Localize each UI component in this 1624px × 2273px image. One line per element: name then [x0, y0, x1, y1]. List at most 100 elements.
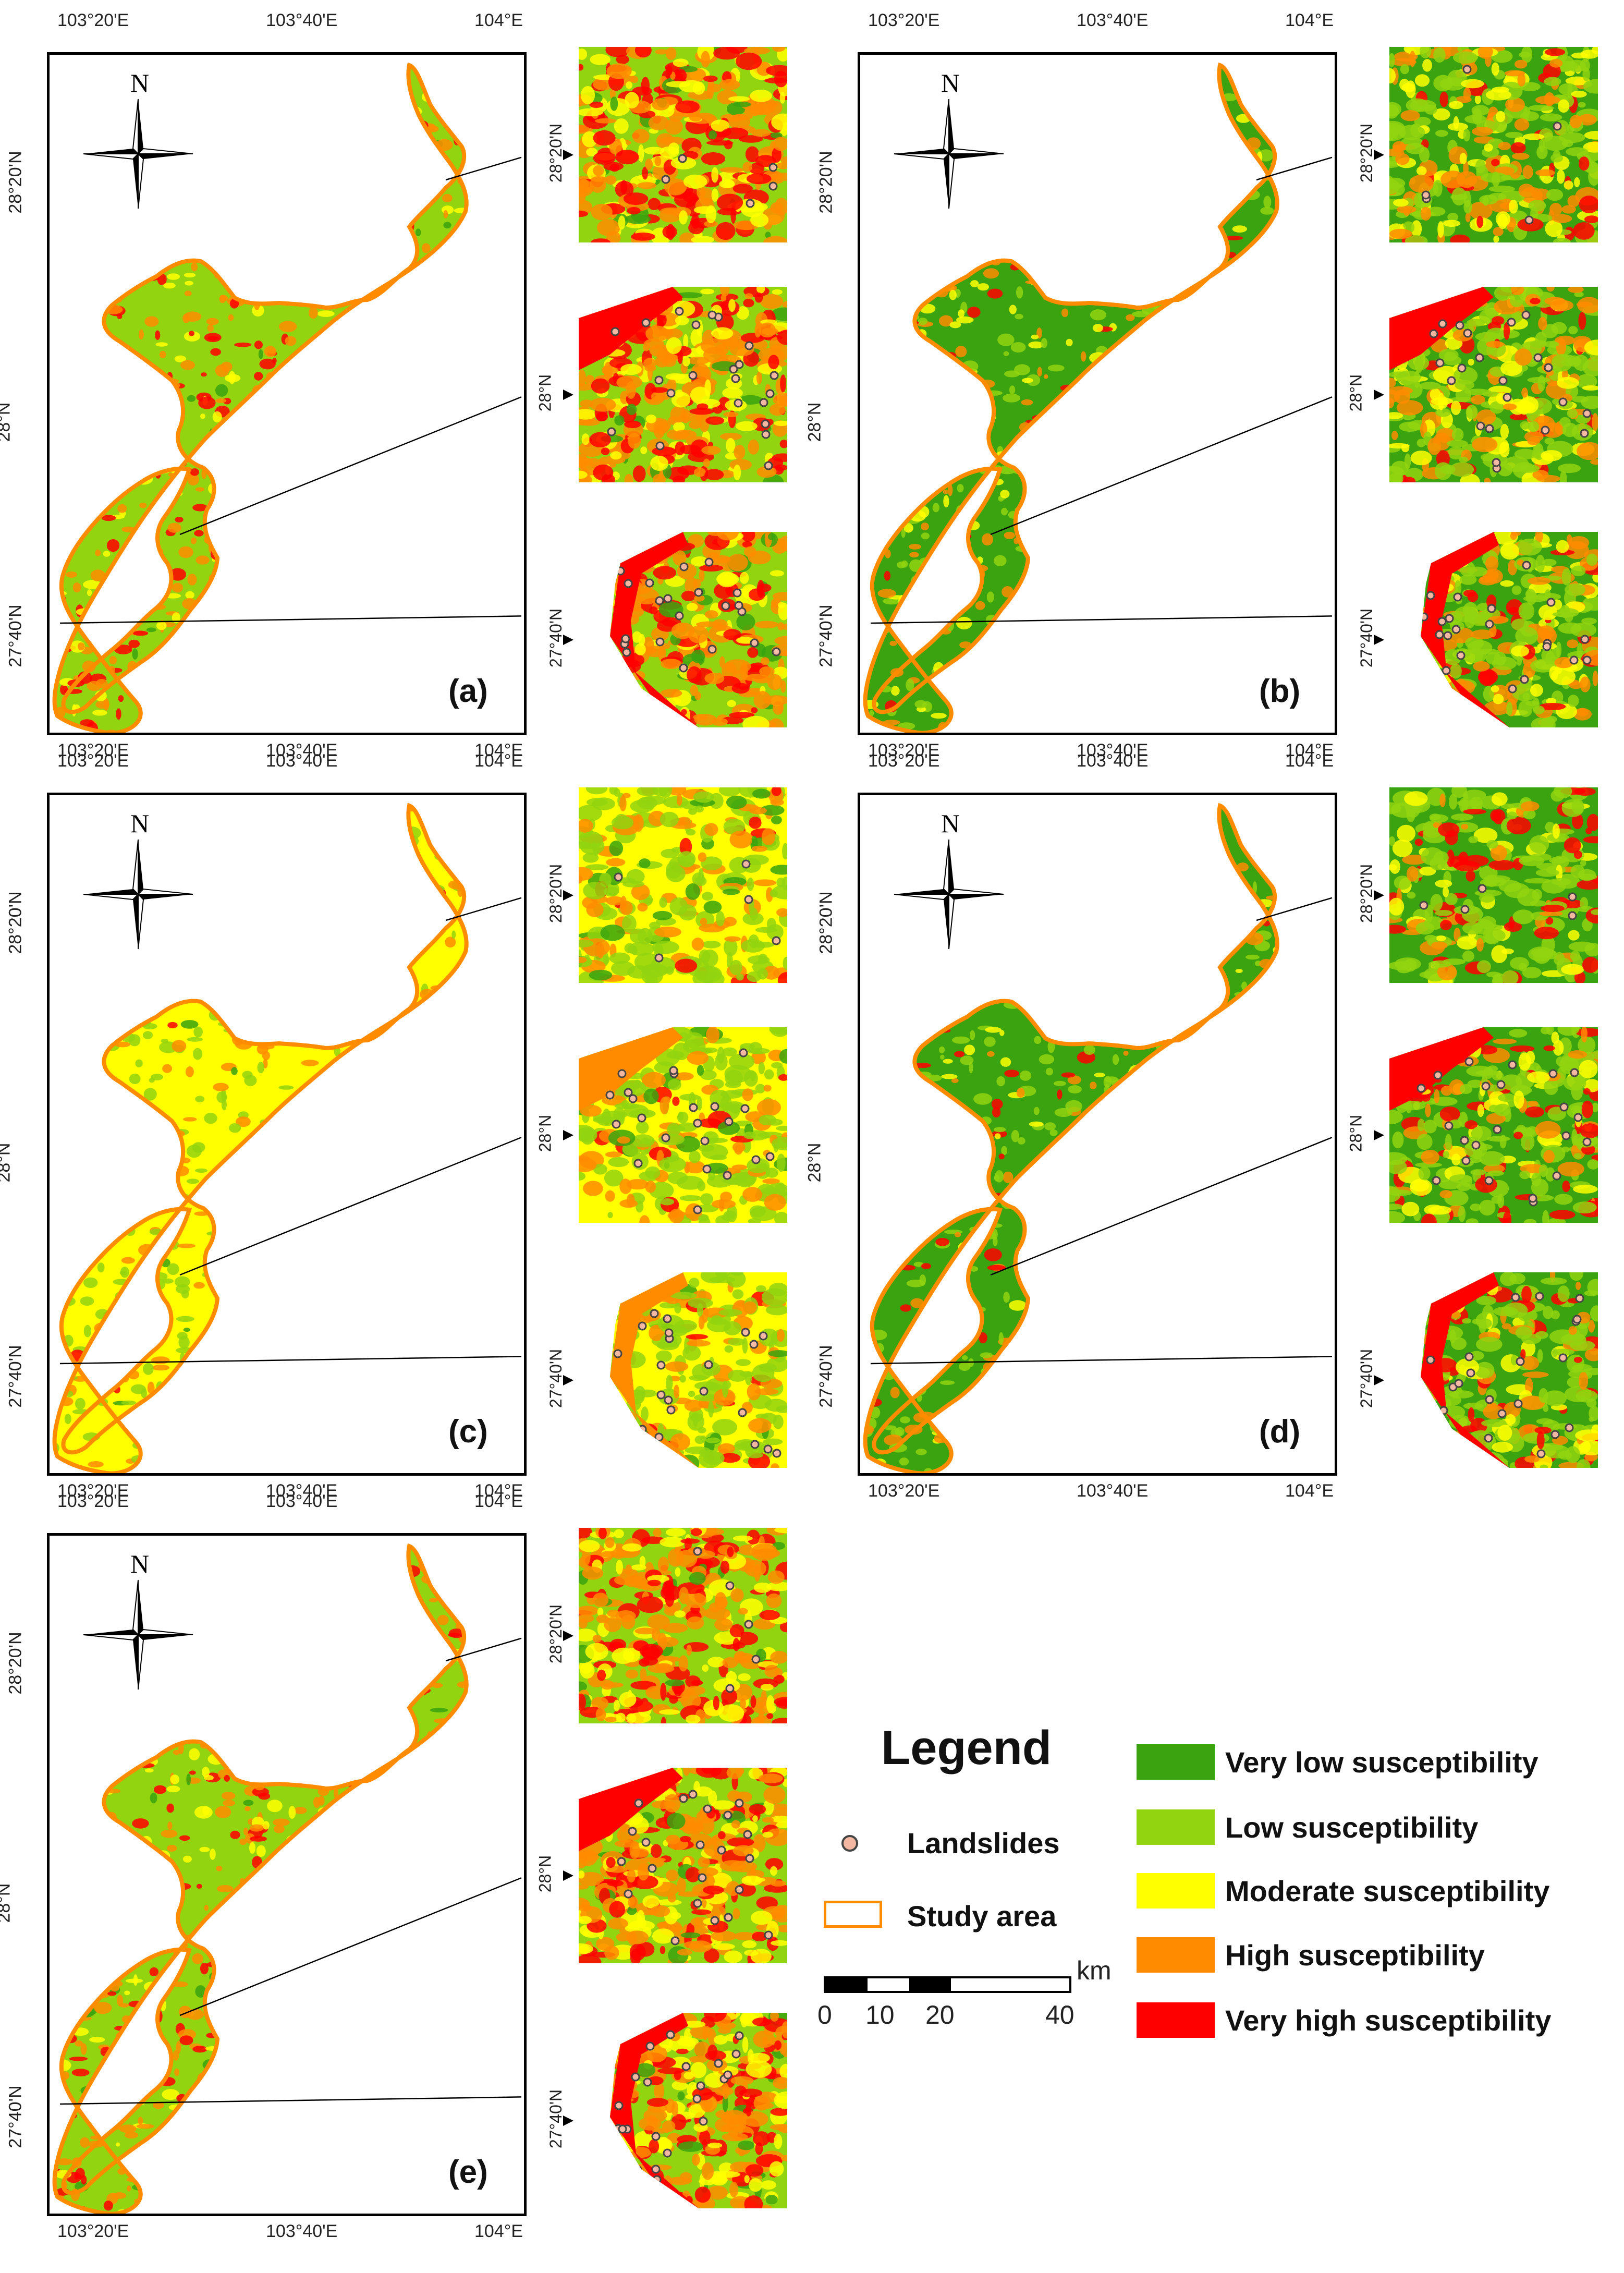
landslide-point: [681, 2062, 691, 2071]
landslide-point: [1456, 651, 1466, 660]
landslide-point: [1568, 892, 1577, 902]
arrow-head-icon: [1374, 635, 1384, 645]
zoom-inset: [1389, 1272, 1598, 1468]
landslide-point: [735, 2031, 744, 2040]
landslide-point: [714, 2059, 723, 2068]
landslide-point: [1426, 1355, 1435, 1365]
zoom-inset: [579, 47, 787, 242]
landslide-point: [764, 461, 773, 470]
zoom-inset: [1389, 287, 1598, 482]
inset-lat-tick: 28°N: [1346, 1114, 1365, 1152]
landslide-point: [1432, 1176, 1441, 1185]
landslide-point: [1511, 1293, 1520, 1302]
landslide-point: [1443, 631, 1452, 640]
legend-swatch: [1137, 1744, 1215, 1780]
landslide-point: [744, 1620, 753, 1629]
panel-letter: (c): [448, 1414, 488, 1450]
landslide-point: [694, 588, 703, 597]
inset-pointer-line: [990, 1137, 1333, 1276]
map-panel-c: 103°20'E 103°20'E 103°40'E 103°40'E 104°E 104…: [0, 740, 803, 1501]
landslide-point: [633, 2165, 642, 2174]
lon-tick-bottom: 103°40'E: [266, 2221, 338, 2241]
inset-lat-tick: 28°N: [535, 1114, 555, 1152]
landslide-point: [1463, 329, 1472, 338]
landslide-point: [734, 601, 743, 610]
inset-pointer-line: [445, 1637, 522, 1662]
landslide-point: [698, 1873, 707, 1882]
landslide-point: [765, 389, 775, 398]
landslide-point: [1485, 424, 1494, 433]
lon-tick-top: 104°E: [474, 751, 523, 771]
lon-tick-top: 104°E: [1285, 10, 1334, 30]
landslide-point: [761, 419, 770, 429]
landslide-point: [740, 1104, 750, 1113]
legend-swatch: [1137, 1809, 1215, 1845]
landslide-point: [699, 1387, 709, 1396]
landslide-point: [610, 1443, 618, 1452]
scale-tick-10: 10: [865, 2000, 895, 2029]
north-arrow-icon: [894, 99, 1004, 209]
landslide-point: [1497, 1409, 1507, 1418]
landslide-point: [725, 1581, 735, 1590]
landslide-point: [634, 1798, 643, 1808]
landslide-point: [693, 1547, 702, 1556]
landslide-point: [650, 1309, 659, 1318]
inset-pointer-line: [179, 1877, 522, 2016]
landslide-point: [1521, 310, 1531, 320]
lat-tick: 28°N: [804, 1142, 825, 1183]
landslide-point: [751, 1655, 761, 1664]
zoom-inset: [579, 1272, 787, 1468]
inset-pointer-line: [870, 615, 1333, 624]
north-arrow-icon: [83, 99, 193, 209]
inset-lat-tick: 28°N: [1346, 374, 1365, 412]
inset-pointer-line: [1256, 897, 1333, 921]
landslide-point: [759, 398, 768, 407]
compass-label: N: [130, 1549, 150, 1578]
panel-letter: (d): [1259, 1414, 1301, 1450]
landslide-point: [614, 872, 623, 882]
landslide-point: [1455, 321, 1464, 330]
map-frame: [858, 52, 1337, 735]
landslide-point: [759, 1331, 768, 1341]
landslide-point: [1541, 426, 1550, 435]
map-panel-b: 103°20'E 103°20'E 103°40'E 103°40'E 104°E 104…: [804, 0, 1614, 760]
lon-tick-bottom: 104°E: [474, 2221, 523, 2241]
landslide-point: [1582, 409, 1592, 418]
lon-tick-bottom: 103°40'E: [1077, 1481, 1149, 1501]
landslide-point: [1444, 1121, 1454, 1131]
scale-unit: km: [1077, 1956, 1112, 1985]
landslide-point: [666, 388, 676, 398]
landslide-point: [772, 1449, 782, 1458]
lon-tick-bottom: 104°E: [474, 1481, 523, 1501]
landslide-point: [679, 1794, 688, 1803]
landslide-point: [1580, 635, 1590, 644]
landslide-point: [1484, 1433, 1493, 1443]
landslide-point: [654, 1432, 664, 1442]
map-frame: [858, 793, 1337, 1476]
lon-tick-top: 103°20'E: [868, 10, 940, 30]
landslide-point: [663, 2148, 672, 2158]
landslide-point: [1485, 1395, 1494, 1404]
study-area-map: [50, 55, 522, 733]
landslide-point: [707, 645, 717, 654]
landslide-point: [1508, 1060, 1517, 1069]
panel-letter: (a): [448, 673, 488, 709]
landslide-point: [1580, 429, 1589, 438]
landslide-point: [669, 1066, 678, 1075]
lon-tick-top: 103°20'E: [57, 1491, 129, 1511]
landslide-point: [648, 1864, 657, 1873]
lat-tick: 28°20'N: [5, 1632, 26, 1695]
landslide-point: [693, 1899, 702, 1908]
lon-tick-bottom: 103°40'E: [266, 740, 338, 760]
landslide-point: [1558, 1353, 1568, 1363]
landslide-point: [1493, 1125, 1502, 1134]
arrow-head-icon: [563, 1870, 573, 1881]
landslide-point: [1437, 617, 1447, 626]
legend: Legend Landslides Study area km 0 10 20 …: [813, 1710, 1616, 2075]
landslide-point: [1439, 1406, 1448, 1415]
landslide-point: [745, 1854, 754, 1863]
landslide-point: [692, 2094, 702, 2104]
map-panel-e: 103°20'E 103°20'E 103°40'E 103°40'E 104°E 104…: [0, 1481, 803, 2241]
arrow-head-icon: [1374, 390, 1384, 400]
landslide-point: [707, 310, 717, 320]
